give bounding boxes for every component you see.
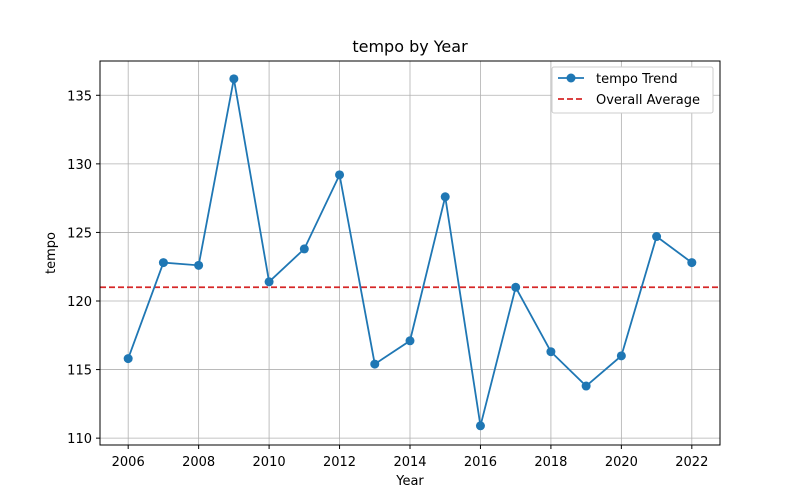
y-tick-label-135: 135 <box>67 89 92 104</box>
legend-label-tempo: tempo Trend <box>596 72 678 87</box>
y-tick-label-110: 110 <box>67 432 92 447</box>
x-tick-label-2008: 2008 <box>182 455 215 470</box>
y-tick-label-125: 125 <box>67 226 92 241</box>
data-point-2007 <box>158 258 168 268</box>
data-point-2022 <box>687 258 697 268</box>
x-tick-label-2020: 2020 <box>605 455 638 470</box>
data-point-2016 <box>475 421 485 431</box>
series-group <box>123 74 697 431</box>
data-point-2006 <box>123 354 133 364</box>
data-point-2008 <box>194 260 204 270</box>
grid <box>100 61 720 445</box>
y-tick-label-120: 120 <box>67 295 92 310</box>
legend-label-average: Overall Average <box>596 93 700 108</box>
data-point-2015 <box>440 192 450 202</box>
x-tick-label-2012: 2012 <box>323 455 356 470</box>
data-point-2013 <box>370 359 380 369</box>
chart-title: tempo by Year <box>352 37 468 56</box>
axes <box>96 60 721 449</box>
x-tick-label-2006: 2006 <box>112 455 145 470</box>
legend: tempo Trend Overall Average <box>551 66 714 114</box>
x-tick-label-2018: 2018 <box>534 455 567 470</box>
x-tick-label-2022: 2022 <box>675 455 708 470</box>
x-tick-label-2016: 2016 <box>464 455 497 470</box>
data-point-2019 <box>581 381 591 391</box>
data-point-2021 <box>652 232 662 242</box>
data-point-2011 <box>299 244 309 254</box>
legend-box <box>551 66 714 114</box>
data-point-2017 <box>511 282 521 292</box>
legend-marker-tempo <box>566 73 576 83</box>
data-point-2014 <box>405 336 415 346</box>
data-point-2018 <box>546 347 556 357</box>
y-tick-label-130: 130 <box>67 158 92 173</box>
x-tick-label-2010: 2010 <box>253 455 286 470</box>
y-axis-label: tempo <box>44 232 59 274</box>
data-point-2010 <box>264 277 274 287</box>
tick-labels: 2006 2008 2010 2012 2014 2016 2018 2020 2022 110 1… <box>67 89 708 470</box>
x-tick-label-2014: 2014 <box>393 455 426 470</box>
data-point-2020 <box>616 351 626 361</box>
data-point-2012 <box>335 170 345 180</box>
x-axis-label: Year <box>395 474 424 489</box>
y-tick-label-115: 115 <box>67 364 92 379</box>
data-point-2009 <box>229 74 239 84</box>
